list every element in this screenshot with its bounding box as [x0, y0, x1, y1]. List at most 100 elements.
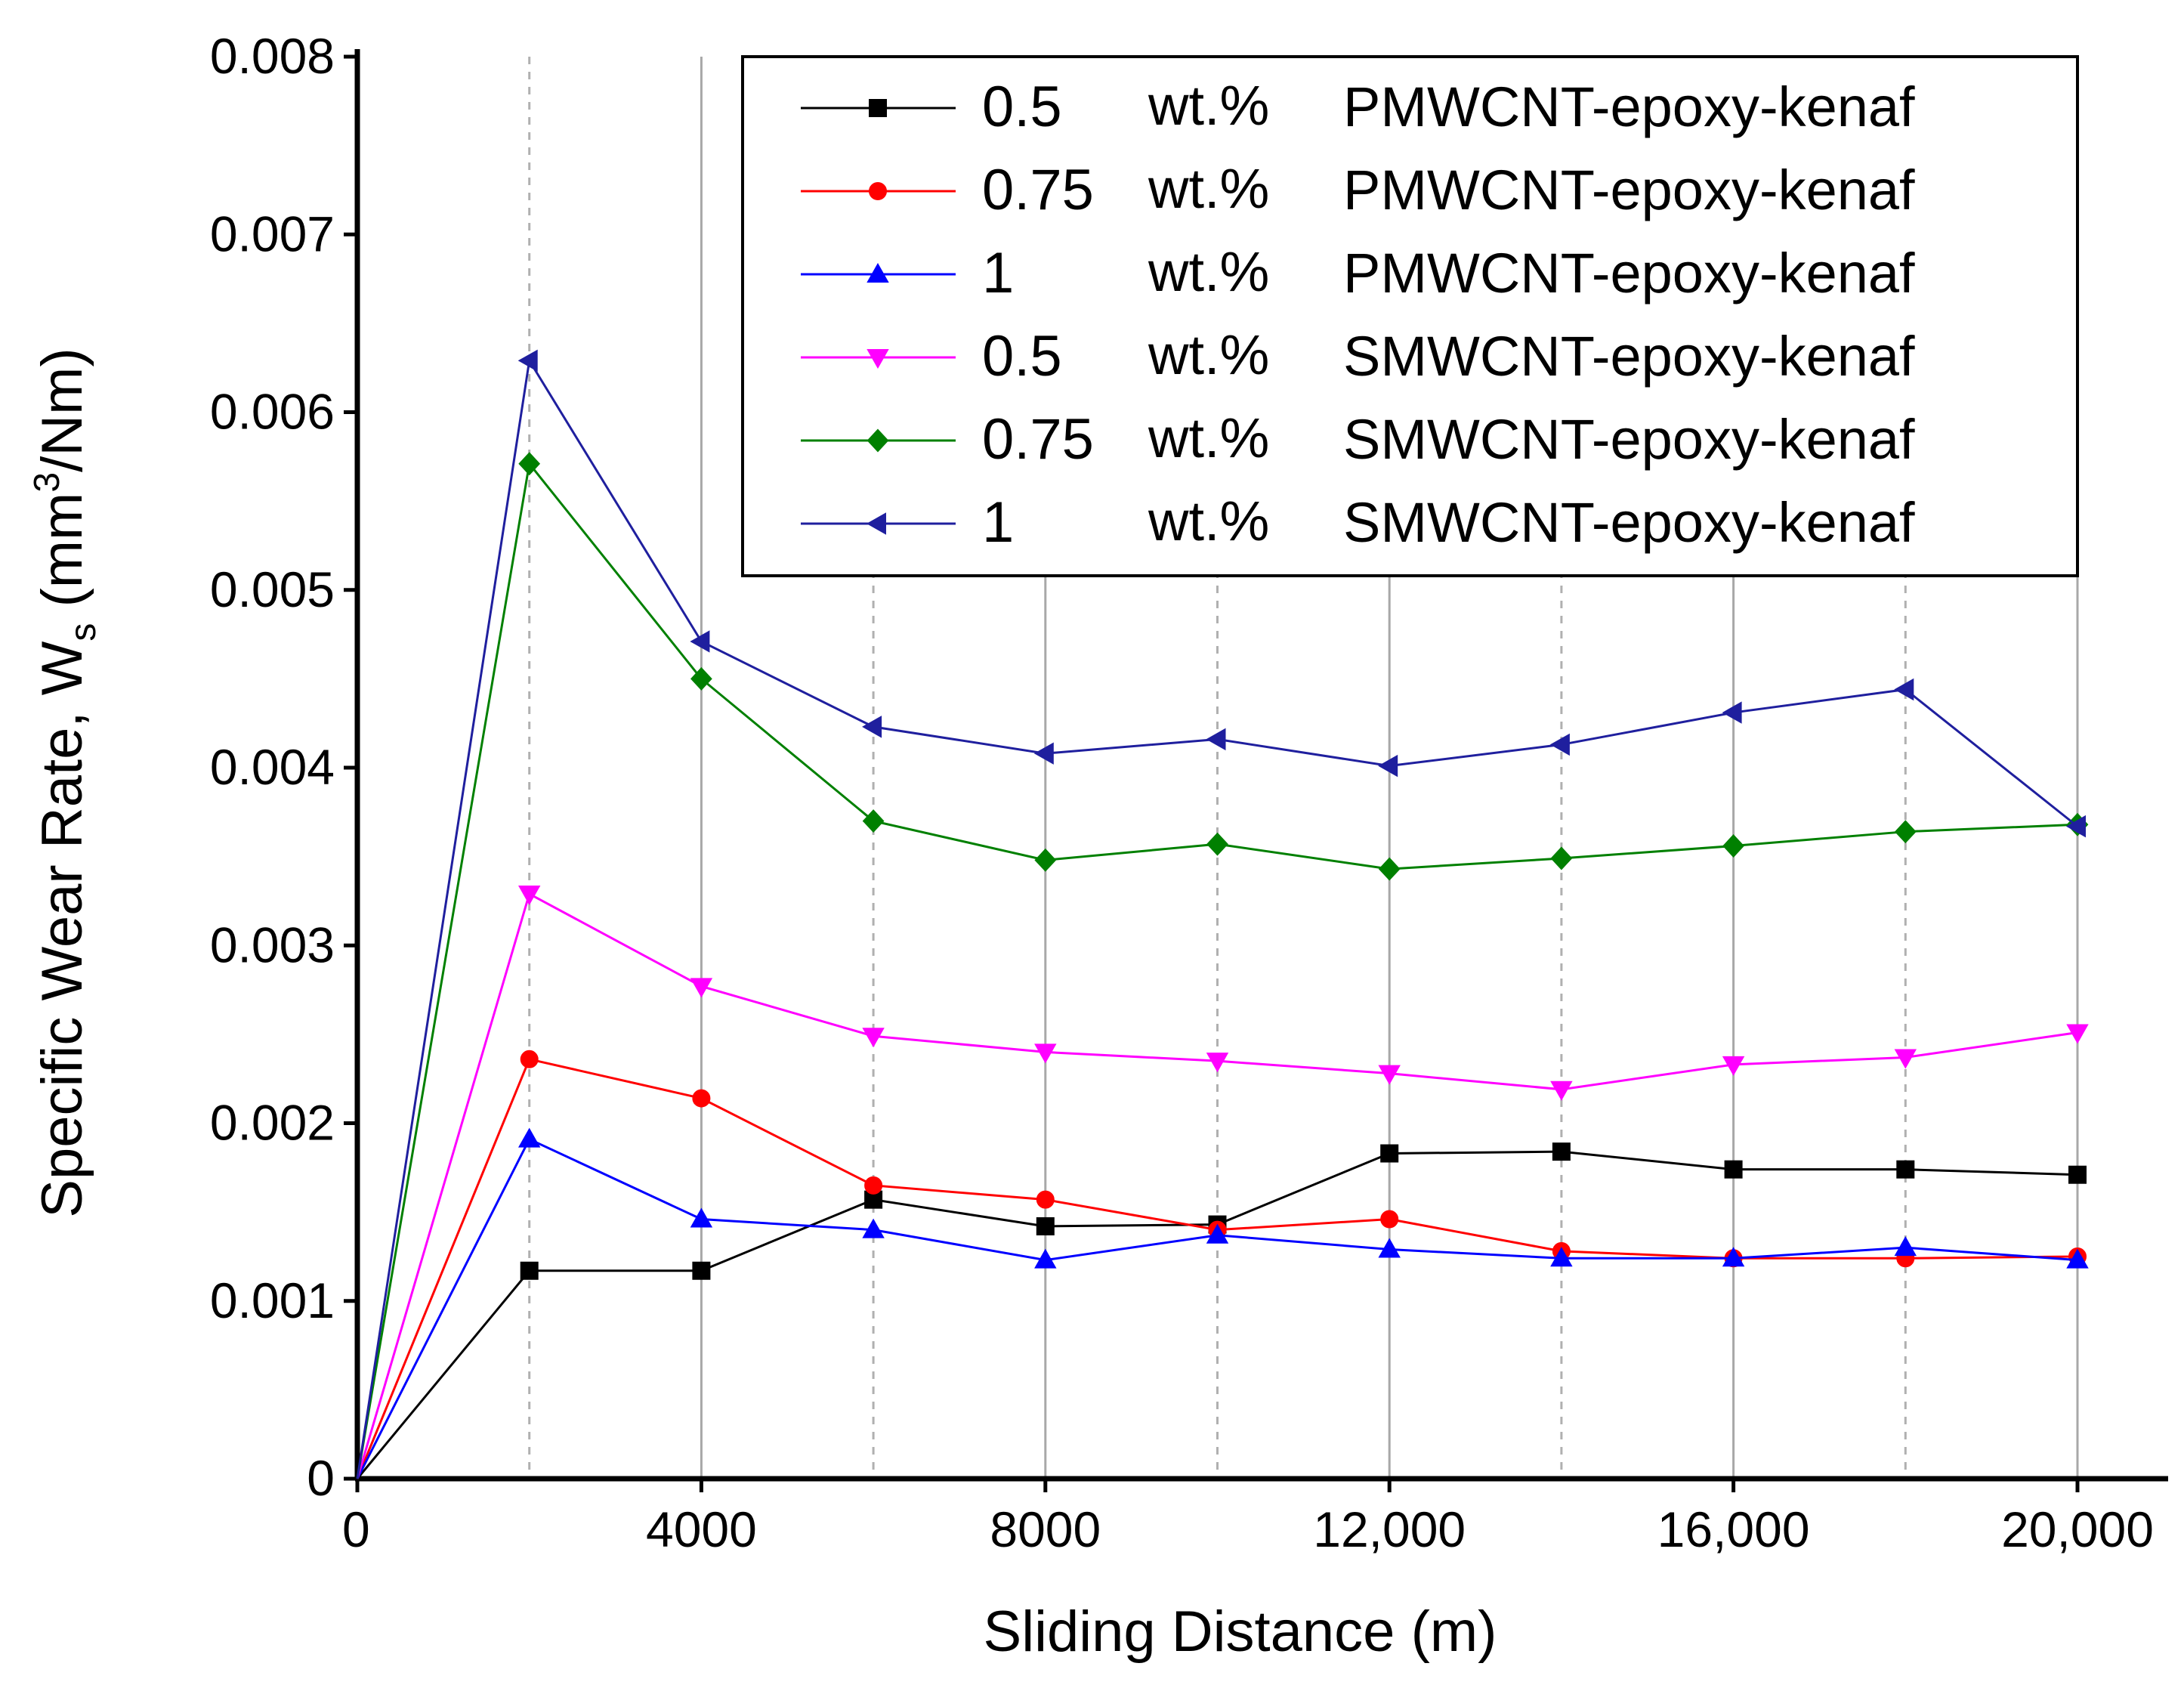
data-point: [1722, 1056, 1745, 1076]
legend-amount: 0.75: [982, 407, 1094, 471]
data-point: [517, 886, 541, 906]
y-axis-label: Specific Wear Rate, Ws (mm3/Nm): [27, 348, 103, 1217]
data-point: [517, 1127, 541, 1148]
data-point: [1724, 1160, 1743, 1179]
data-point: [1380, 1210, 1399, 1229]
legend-item: 1 wt.% PMWCNT-epoxy-kenaf: [801, 240, 1915, 305]
legend-unit: wt.%: [1148, 240, 1269, 303]
legend-item: 1 wt.% SMWCNT-epoxy-kenaf: [801, 490, 1915, 555]
legend-amount: 0.75: [982, 158, 1094, 222]
data-point: [517, 349, 538, 372]
data-point: [1552, 1142, 1571, 1161]
data-point: [1380, 1144, 1399, 1163]
data-point: [692, 1089, 711, 1108]
data-point: [1206, 832, 1228, 856]
legend-item: 0.75 wt.% SMWCNT-epoxy-kenaf: [801, 407, 1915, 471]
data-point: [690, 630, 710, 653]
x-tick-label: 16,000: [1657, 1501, 1810, 1557]
legend-marker: [869, 99, 887, 117]
data-point: [692, 1261, 711, 1280]
data-point: [862, 1218, 885, 1238]
axis-labels: Sliding Distance (m) Specific Wear Rate, …: [27, 348, 1497, 1664]
legend-item: 0.5 wt.% PMWCNT-epoxy-kenaf: [801, 74, 1915, 139]
legend-marker: [866, 349, 889, 369]
series-layer: [356, 349, 2089, 1479]
legend-unit: wt.%: [1148, 490, 1269, 552]
legend-unit: wt.%: [1148, 407, 1269, 469]
data-point: [864, 1176, 883, 1195]
legend-item: 0.5 wt.% SMWCNT-epoxy-kenaf: [801, 323, 1915, 388]
data-point: [1894, 1236, 1917, 1257]
y-tick-label: 0.003: [210, 917, 335, 972]
data-point: [862, 716, 882, 738]
data-point: [1722, 701, 1742, 724]
legend-material: PMWCNT-epoxy-kenaf: [1343, 242, 1915, 305]
legend: 0.5 wt.% PMWCNT-epoxy-kenaf 0.75 wt.% PMWCNT-…: [741, 55, 2079, 577]
data-point: [2065, 815, 2086, 838]
series-5: [356, 452, 2089, 1479]
legend-amount: 1: [982, 241, 1014, 305]
data-point: [1894, 1049, 1917, 1069]
x-tick-label: 12,000: [1313, 1501, 1466, 1557]
data-point: [2066, 1248, 2089, 1269]
legend-material: SMWCNT-epoxy-kenaf: [1343, 408, 1915, 471]
series-6: [356, 349, 2086, 1479]
data-point: [1378, 1238, 1401, 1258]
data-point: [1378, 857, 1401, 881]
legend-unit: wt.%: [1148, 323, 1269, 386]
legend-marker: [866, 262, 889, 283]
data-point: [2068, 1165, 2087, 1184]
data-point: [1034, 1043, 1057, 1064]
data-point: [690, 666, 712, 691]
data-point: [1894, 678, 1914, 701]
series-1: [356, 1142, 2087, 1479]
data-point: [1722, 1247, 1745, 1267]
data-point: [1206, 728, 1226, 751]
legend-item: 0.75 wt.% PMWCNT-epoxy-kenaf: [801, 157, 1915, 222]
legend-marker: [866, 512, 886, 535]
data-point: [1722, 834, 1744, 858]
data-point: [2066, 1024, 2089, 1044]
data-point: [520, 1261, 539, 1280]
data-point: [1034, 1248, 1057, 1269]
y-tick-label: 0.001: [210, 1272, 335, 1328]
legend-unit: wt.%: [1148, 157, 1269, 220]
x-tick-label: 4000: [646, 1501, 757, 1557]
y-tick-label: 0.008: [210, 28, 335, 84]
legend-material: PMWCNT-epoxy-kenaf: [1343, 76, 1915, 138]
legend-marker: [866, 428, 889, 453]
data-point: [862, 1028, 885, 1048]
data-point: [1033, 742, 1054, 765]
series-3: [356, 1127, 2089, 1479]
axes-layer: 0 0.001 0.002 0.003 0.004 0.005 0.006 0.007 0.00…: [210, 28, 2168, 1557]
x-tick-label: 0: [342, 1501, 370, 1557]
data-point: [1378, 1065, 1401, 1085]
legend-box: [741, 55, 2079, 577]
y-tick-label: 0.002: [210, 1095, 335, 1151]
x-tick-label: 8000: [990, 1501, 1101, 1557]
data-point: [1894, 820, 1917, 844]
data-point: [862, 809, 885, 833]
legend-amount: 1: [982, 490, 1014, 555]
legend-material: SMWCNT-epoxy-kenaf: [1343, 491, 1915, 554]
series-2: [356, 1050, 2087, 1479]
y-tick-label: 0.006: [210, 384, 335, 440]
y-tick-label: 0: [307, 1450, 335, 1506]
y-tick-label: 0.005: [210, 561, 335, 617]
series-4: [356, 886, 2089, 1479]
data-point: [1206, 1053, 1229, 1073]
x-tick-label: 20,000: [2001, 1501, 2154, 1557]
legend-unit: wt.%: [1148, 74, 1269, 137]
y-tick-label: 0.004: [210, 739, 335, 795]
x-axis-label: Sliding Distance (m): [984, 1600, 1497, 1664]
data-point: [518, 452, 541, 476]
data-point: [520, 1050, 539, 1068]
data-point: [1036, 1190, 1055, 1209]
data-point: [1036, 1217, 1055, 1235]
legend-material: SMWCNT-epoxy-kenaf: [1343, 325, 1915, 388]
legend-material: PMWCNT-epoxy-kenaf: [1343, 159, 1915, 221]
data-point: [1034, 848, 1057, 872]
y-tick-label: 0.007: [210, 206, 335, 261]
